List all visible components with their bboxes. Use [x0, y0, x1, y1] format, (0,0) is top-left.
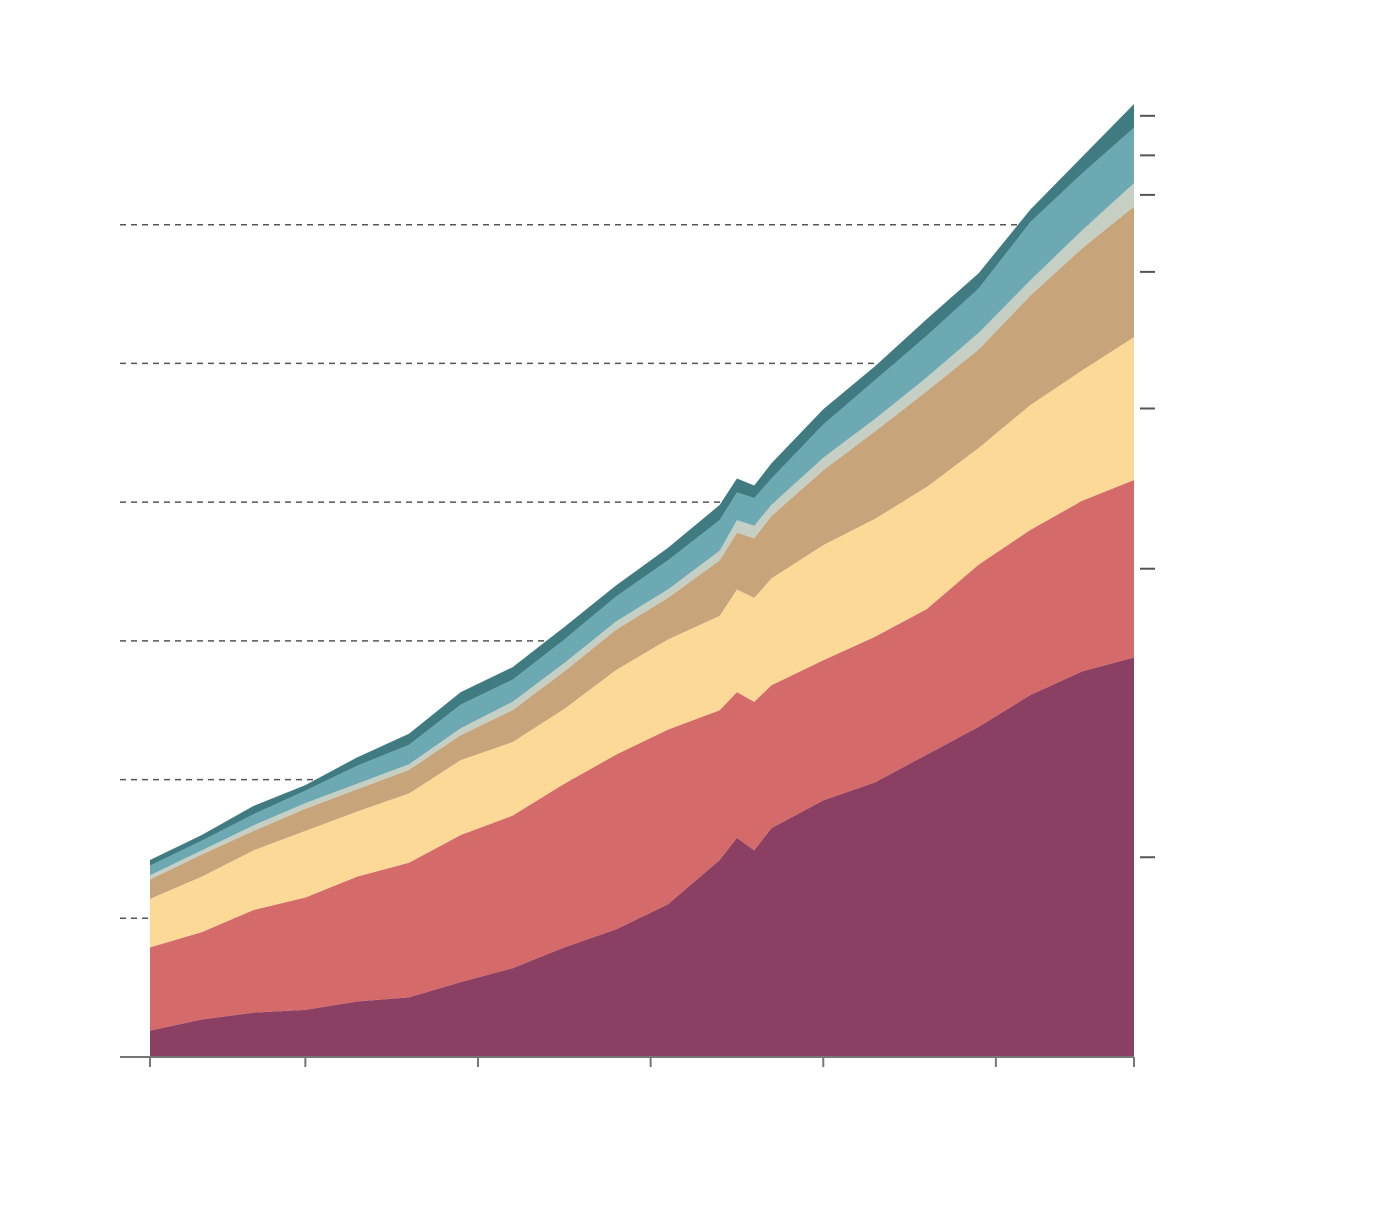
area: [150, 479, 1134, 1031]
area: [150, 337, 1134, 948]
area: [150, 657, 1134, 1057]
